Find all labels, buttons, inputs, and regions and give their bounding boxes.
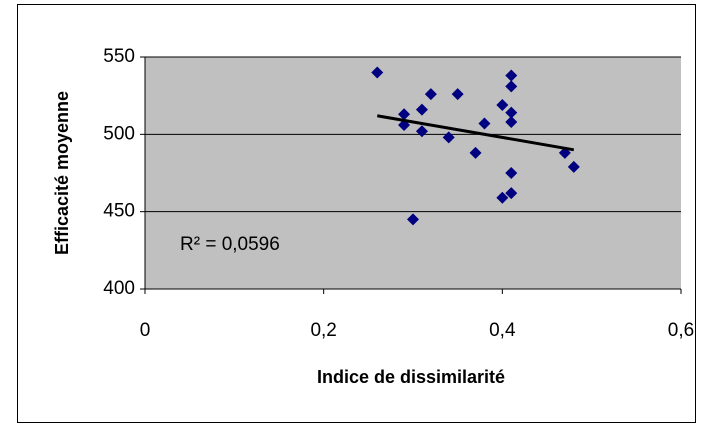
annotation: R² = 0,0596 xyxy=(180,234,280,255)
data-point xyxy=(415,125,428,138)
data-point xyxy=(371,66,384,79)
x-tick-label: 0,2 xyxy=(310,320,336,341)
data-point xyxy=(424,88,437,101)
y-tick-label: 450 xyxy=(103,201,135,222)
x-tick-label: 0,6 xyxy=(668,320,694,341)
trendline xyxy=(377,114,575,152)
data-point xyxy=(505,106,518,119)
data-point xyxy=(505,187,518,200)
data-point xyxy=(567,160,580,173)
data-point xyxy=(505,167,518,179)
data-point xyxy=(505,115,518,128)
y-tick-label: 400 xyxy=(103,278,135,299)
y-axis-title: Efficacité moyenne xyxy=(52,91,72,255)
y-tick-label: 500 xyxy=(103,123,135,144)
data-point xyxy=(451,88,464,101)
data-point xyxy=(478,117,491,130)
data-point xyxy=(398,108,411,121)
y-tick-label: 550 xyxy=(103,46,135,67)
data-point xyxy=(442,131,455,144)
x-tick-label: 0,4 xyxy=(489,320,516,341)
data-point xyxy=(407,213,419,226)
plot-area xyxy=(145,57,681,289)
data-point xyxy=(469,146,482,159)
data-point xyxy=(415,103,428,116)
x-axis-title: Indice de dissimilarité xyxy=(317,367,505,387)
data-point xyxy=(496,98,509,111)
data-point xyxy=(496,191,509,204)
x-tick-label: 0 xyxy=(140,320,151,341)
data-point xyxy=(505,80,518,93)
data-point xyxy=(505,69,518,82)
